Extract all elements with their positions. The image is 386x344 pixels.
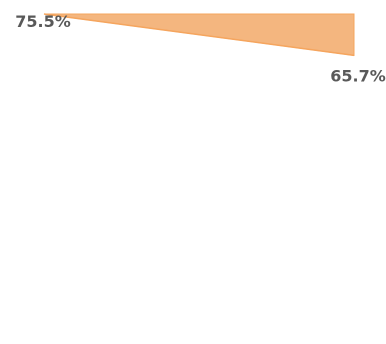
series-line bbox=[43, 13, 355, 57]
data-label: 65.7% bbox=[330, 66, 386, 85]
plot-area bbox=[43, 13, 355, 57]
data-labels: 75.5% 65.7% bbox=[15, 12, 386, 85]
data-label: 75.5% bbox=[15, 12, 71, 31]
